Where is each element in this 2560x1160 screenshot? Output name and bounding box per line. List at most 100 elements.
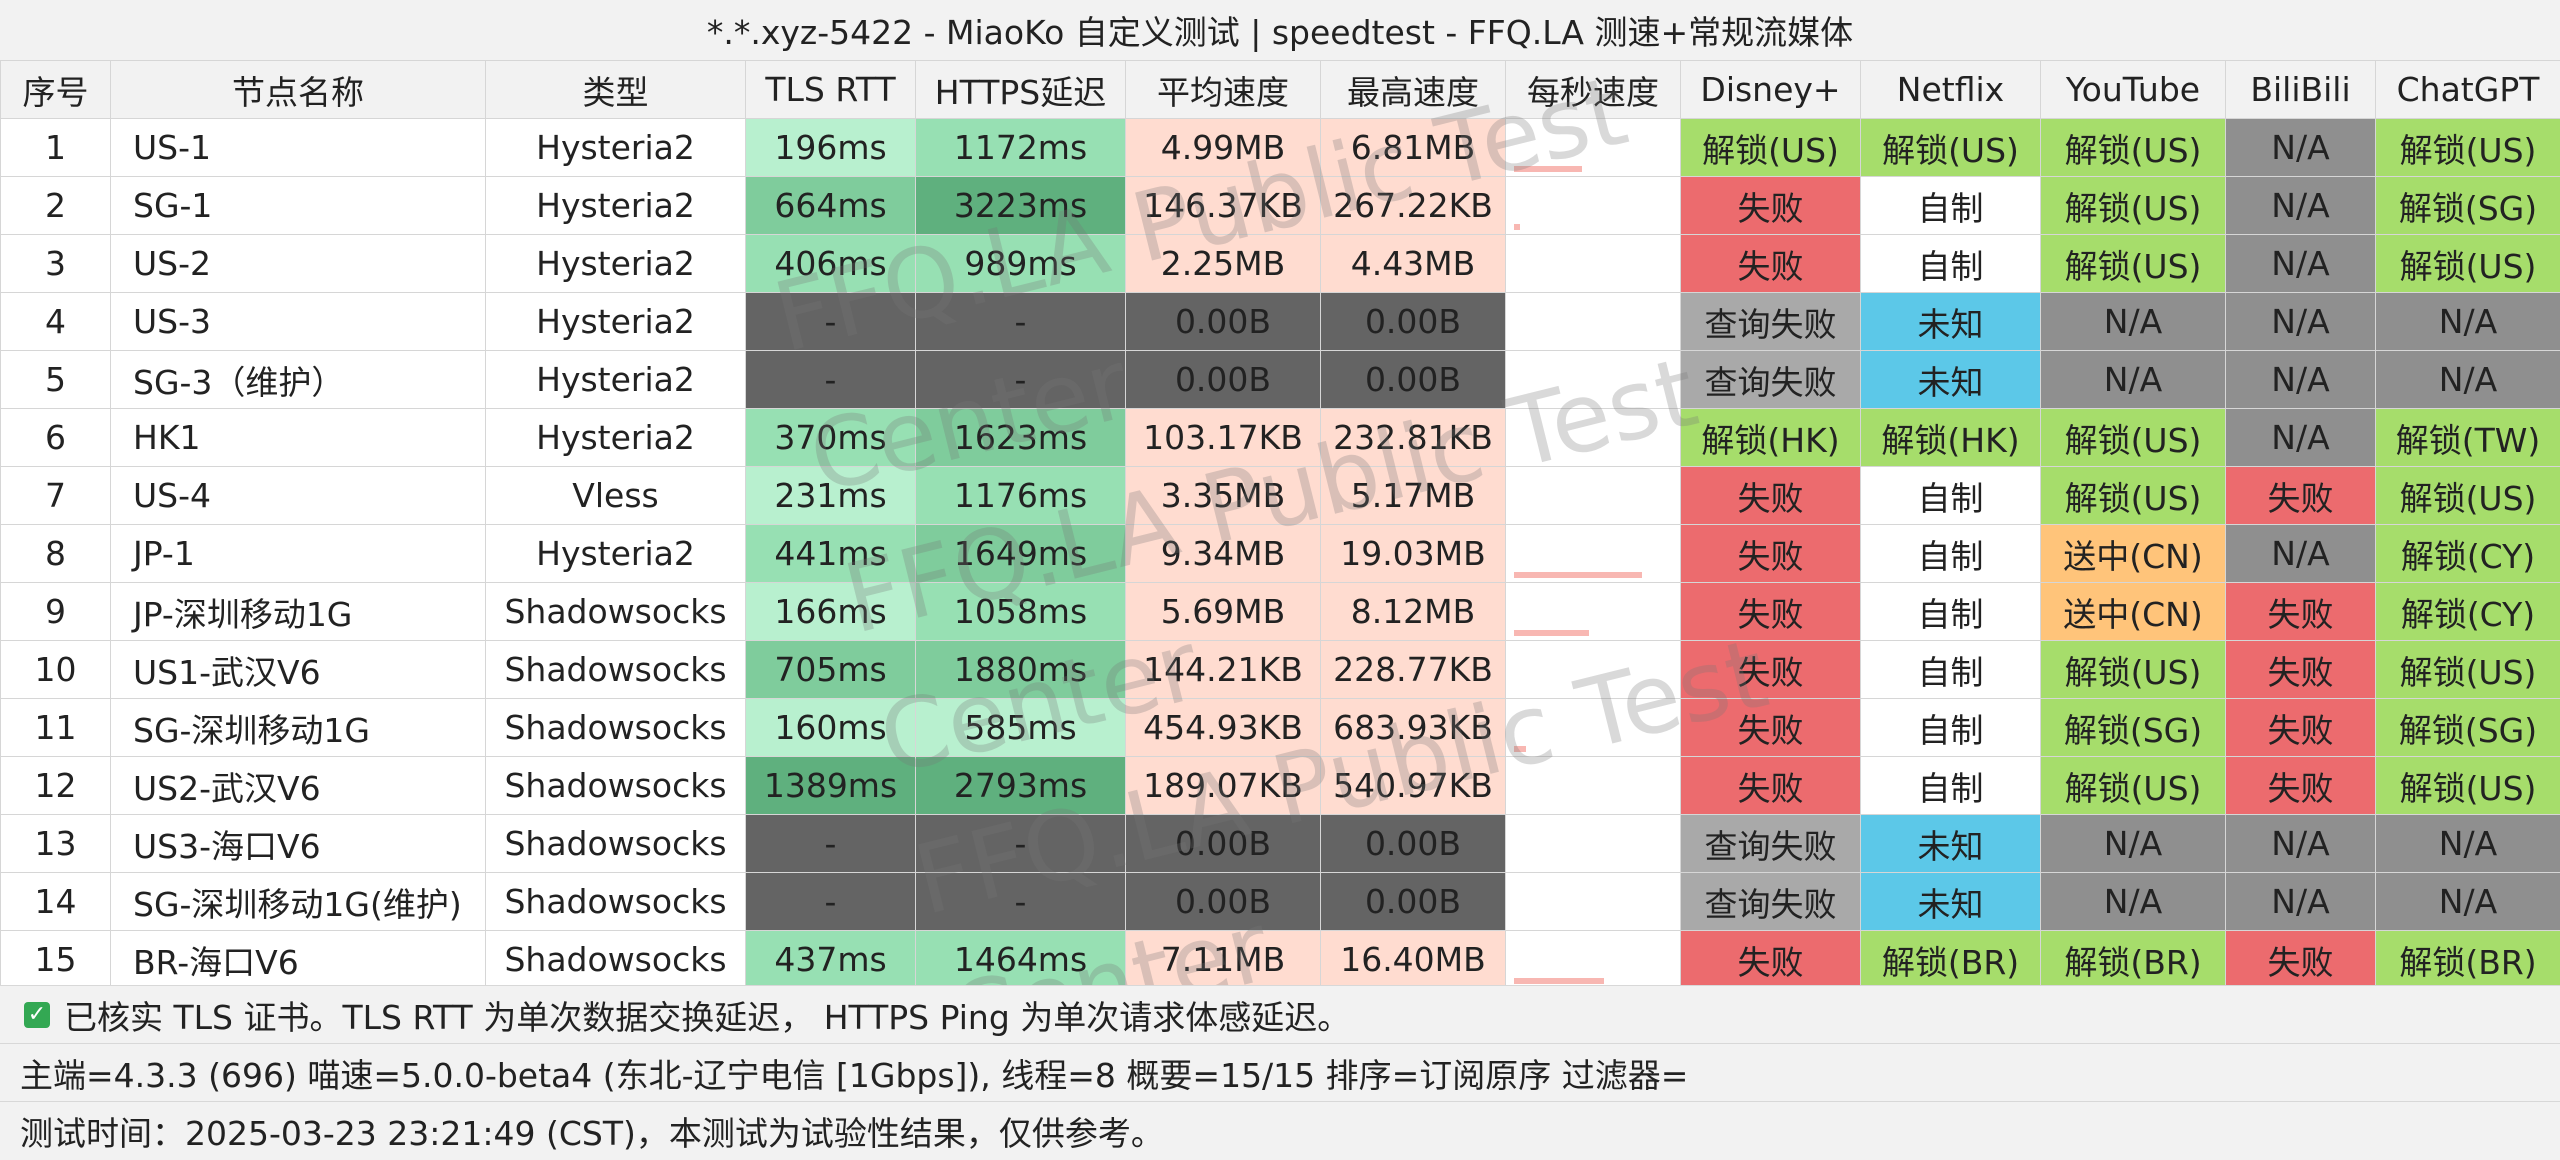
disney-status: 失败 — [1681, 235, 1861, 293]
column-header[interactable]: 平均速度 — [1126, 61, 1321, 119]
footer-line3: 测试时间：2025-03-23 23:21:49 (CST)，本测试为试验性结果… — [0, 1107, 1164, 1155]
per-second-speed — [1506, 815, 1681, 873]
https-latency: 1058ms — [916, 583, 1126, 641]
youtube-status: 解锁(US) — [2041, 177, 2226, 235]
column-header[interactable]: 类型 — [486, 61, 746, 119]
disney-status: 失败 — [1681, 699, 1861, 757]
https-latency: - — [916, 293, 1126, 351]
youtube-status: 送中(CN) — [2041, 583, 2226, 641]
max-speed: 267.22KB — [1321, 177, 1506, 235]
node-type: Vless — [486, 467, 746, 525]
column-header[interactable]: BiliBili — [2226, 61, 2376, 119]
node-name: SG-深圳移动1G — [111, 699, 486, 757]
chatgpt-status: 解锁(US) — [2376, 641, 2560, 699]
tls-rtt: 1389ms — [746, 757, 916, 815]
node-type: Hysteria2 — [486, 293, 746, 351]
per-second-speed — [1506, 177, 1681, 235]
column-header[interactable]: YouTube — [2041, 61, 2226, 119]
https-latency: 1880ms — [916, 641, 1126, 699]
netflix-status: 自制 — [1861, 235, 2041, 293]
node-type: Shadowsocks — [486, 757, 746, 815]
window-title: *.*.xyz-5422 - MiaoKo 自定义测试 | speedtest … — [0, 0, 2560, 61]
avg-speed: 3.35MB — [1126, 467, 1321, 525]
bilibili-status: N/A — [2226, 177, 2376, 235]
node-name: US3-海口V6 — [111, 815, 486, 873]
column-header[interactable]: 每秒速度 — [1506, 61, 1681, 119]
youtube-status: N/A — [2041, 351, 2226, 409]
youtube-status: N/A — [2041, 815, 2226, 873]
netflix-status: 自制 — [1861, 699, 2041, 757]
tls-rtt: 160ms — [746, 699, 916, 757]
max-speed: 232.81KB — [1321, 409, 1506, 467]
per-second-speed — [1506, 641, 1681, 699]
per-second-speed — [1506, 583, 1681, 641]
column-header[interactable]: 序号 — [1, 61, 111, 119]
per-second-speed — [1506, 293, 1681, 351]
avg-speed: 0.00B — [1126, 293, 1321, 351]
avg-speed: 0.00B — [1126, 815, 1321, 873]
netflix-status: 未知 — [1861, 293, 2041, 351]
per-second-speed — [1506, 235, 1681, 293]
node-name: SG-3（维护） — [111, 351, 486, 409]
speed-sparkline — [1514, 978, 1604, 984]
row-number: 3 — [1, 235, 111, 293]
tls-rtt: 705ms — [746, 641, 916, 699]
column-header[interactable]: ChatGPT — [2376, 61, 2560, 119]
column-header[interactable]: TLS RTT — [746, 61, 916, 119]
disney-status: 解锁(US) — [1681, 119, 1861, 177]
column-header[interactable]: Netflix — [1861, 61, 2041, 119]
row-number: 8 — [1, 525, 111, 583]
chatgpt-status: 解锁(TW) — [2376, 409, 2560, 467]
youtube-status: 解锁(US) — [2041, 757, 2226, 815]
column-header[interactable]: 最高速度 — [1321, 61, 1506, 119]
max-speed: 228.77KB — [1321, 641, 1506, 699]
max-speed: 5.17MB — [1321, 467, 1506, 525]
netflix-status: 解锁(BR) — [1861, 931, 2041, 989]
chatgpt-status: 解锁(BR) — [2376, 931, 2560, 989]
disney-status: 查询失败 — [1681, 815, 1861, 873]
disney-status: 失败 — [1681, 757, 1861, 815]
node-type: Hysteria2 — [486, 119, 746, 177]
max-speed: 683.93KB — [1321, 699, 1506, 757]
node-name: US2-武汉V6 — [111, 757, 486, 815]
column-header[interactable]: HTTPS延迟 — [916, 61, 1126, 119]
row-number: 2 — [1, 177, 111, 235]
avg-speed: 103.17KB — [1126, 409, 1321, 467]
avg-speed: 0.00B — [1126, 351, 1321, 409]
avg-speed: 0.00B — [1126, 873, 1321, 931]
row-number: 10 — [1, 641, 111, 699]
netflix-status: 未知 — [1861, 351, 2041, 409]
column-header[interactable]: Disney+ — [1681, 61, 1861, 119]
bilibili-status: N/A — [2226, 525, 2376, 583]
chatgpt-status: 解锁(US) — [2376, 235, 2560, 293]
node-name: BR-海口V6 — [111, 931, 486, 989]
column-header[interactable]: 节点名称 — [111, 61, 486, 119]
tls-rtt: 166ms — [746, 583, 916, 641]
youtube-status: 解锁(US) — [2041, 409, 2226, 467]
youtube-status: 送中(CN) — [2041, 525, 2226, 583]
max-speed: 8.12MB — [1321, 583, 1506, 641]
https-latency: 1176ms — [916, 467, 1126, 525]
netflix-status: 自制 — [1861, 525, 2041, 583]
bilibili-status: N/A — [2226, 409, 2376, 467]
footer-info: 主端=4.3.3 (696) 喵速=5.0.0-beta4 (东北-辽宁电信 [… — [0, 1043, 2560, 1102]
disney-status: 查询失败 — [1681, 293, 1861, 351]
chatgpt-status: N/A — [2376, 293, 2560, 351]
footer-line1: 已核实 TLS 证书。TLS RTT 为单次数据交换延迟， HTTPS Ping… — [64, 991, 1350, 1039]
https-latency: 1649ms — [916, 525, 1126, 583]
